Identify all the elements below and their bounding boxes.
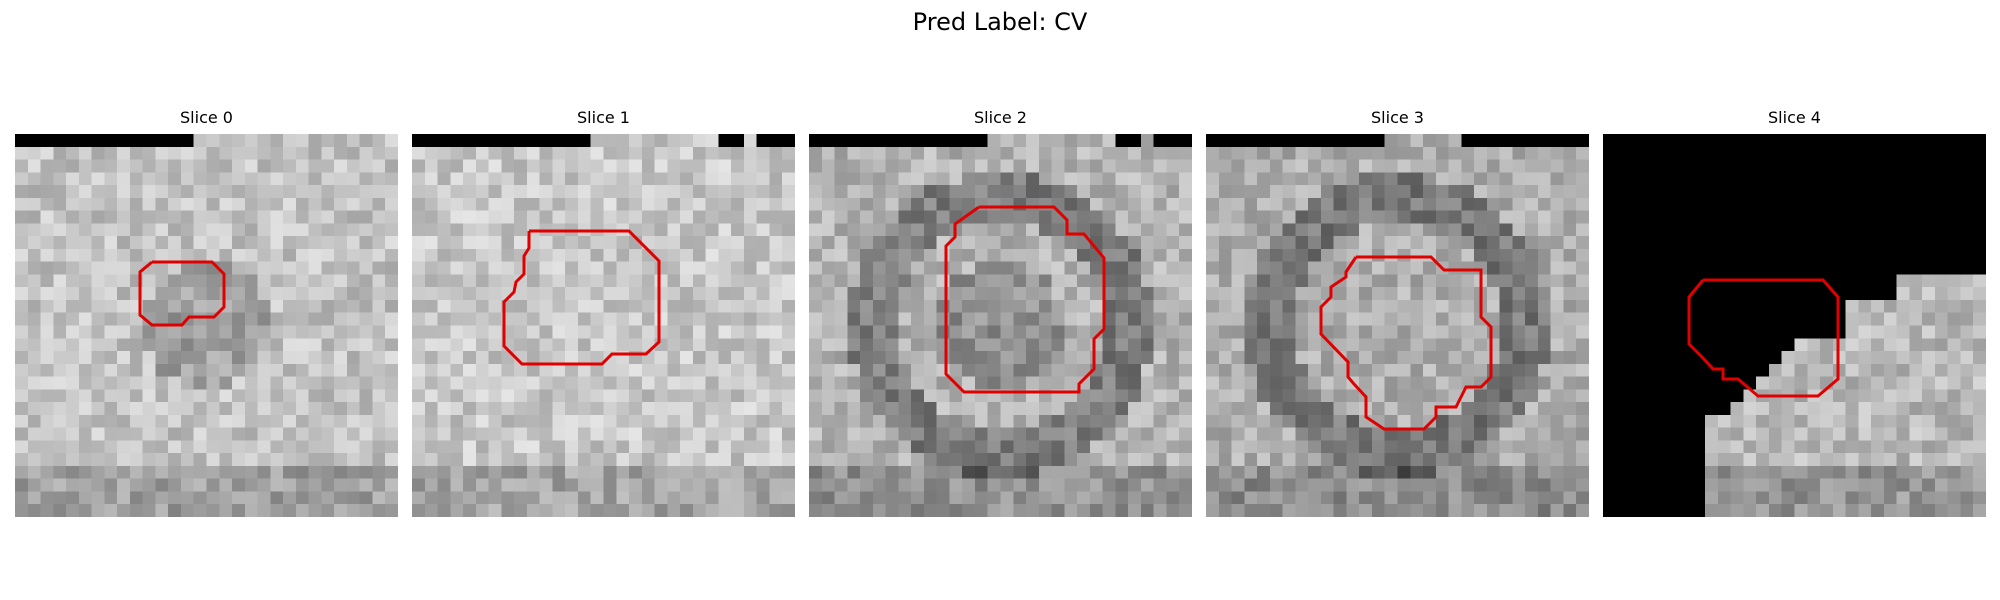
slice-image bbox=[412, 134, 795, 517]
slice-image bbox=[809, 134, 1192, 517]
contour-outline bbox=[1319, 255, 1493, 431]
slice-title: Slice 3 bbox=[1371, 108, 1424, 127]
slice-image bbox=[15, 134, 398, 517]
contour-outline bbox=[944, 205, 1106, 394]
contour-outline bbox=[502, 229, 661, 366]
slice-title: Slice 1 bbox=[577, 108, 630, 127]
slice-title: Slice 4 bbox=[1768, 108, 1821, 127]
contour-outline bbox=[138, 260, 226, 327]
slice-pixels bbox=[1206, 134, 1589, 517]
slice-pixels bbox=[15, 134, 398, 517]
figure-title: Pred Label: CV bbox=[912, 8, 1088, 36]
slice-pixels bbox=[1603, 134, 1986, 517]
slice-pixels bbox=[809, 134, 1192, 517]
slice-panel-2: Slice 2 bbox=[809, 108, 1192, 518]
slice-title: Slice 0 bbox=[180, 108, 233, 127]
slice-pixels bbox=[412, 134, 795, 517]
slice-panel-4: Slice 4 bbox=[1603, 108, 1986, 518]
slice-image bbox=[1603, 134, 1986, 517]
slice-panel-0: Slice 0 bbox=[15, 108, 398, 518]
slice-image bbox=[1206, 134, 1589, 517]
contour-outline bbox=[1687, 278, 1840, 398]
slice-panel-3: Slice 3 bbox=[1206, 108, 1589, 518]
slice-title: Slice 2 bbox=[974, 108, 1027, 127]
slice-panel-1: Slice 1 bbox=[412, 108, 795, 518]
